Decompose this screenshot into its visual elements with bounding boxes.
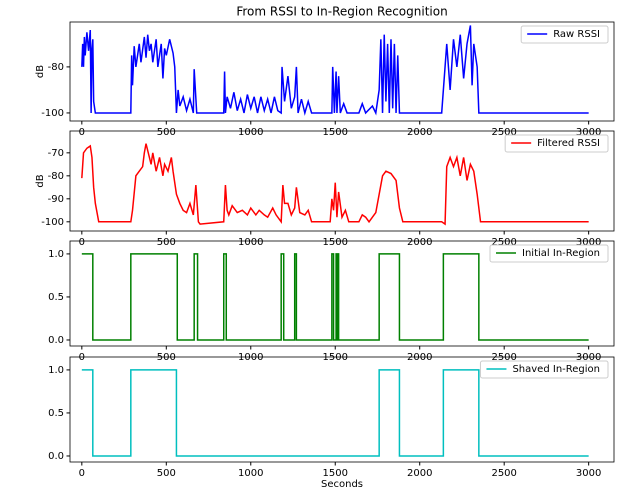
series-line xyxy=(81,25,589,116)
y-tick-label: -70 xyxy=(48,148,64,159)
y-tick-label: -80 xyxy=(48,62,64,73)
x-tick-label: 1500 xyxy=(323,127,348,138)
legend-label: Raw RSSI xyxy=(553,29,600,40)
x-axis-label: Seconds xyxy=(321,479,363,490)
x-tick-label: 0 xyxy=(79,127,85,138)
x-tick-label: 2000 xyxy=(407,127,432,138)
legend-box xyxy=(520,25,609,44)
legend-box xyxy=(504,134,609,153)
y-tick-label: 0.5 xyxy=(48,292,64,303)
x-tick-label: 500 xyxy=(157,468,176,479)
x-tick-label: 2000 xyxy=(407,352,432,363)
x-tick-label: 2000 xyxy=(407,237,432,248)
legend-label: Initial In-Region xyxy=(522,248,600,259)
x-tick-label: 500 xyxy=(157,127,176,138)
y-axis-label: dB xyxy=(35,174,46,187)
x-tick-label: 1500 xyxy=(323,468,348,479)
axes-frame xyxy=(69,130,615,232)
x-tick-label: 3000 xyxy=(576,237,601,248)
x-tick-label: 2500 xyxy=(491,468,516,479)
y-axis-label: dB xyxy=(35,65,46,78)
x-tick-label: 500 xyxy=(157,237,176,248)
y-tick-label: 1.0 xyxy=(48,249,64,260)
y-tick-label: 0.0 xyxy=(48,335,64,346)
x-tick-label: 1000 xyxy=(238,237,263,248)
x-tick-label: 2500 xyxy=(491,237,516,248)
x-tick-label: 0 xyxy=(79,237,85,248)
axes-frame xyxy=(69,21,615,122)
x-tick-label: 0 xyxy=(79,352,85,363)
y-tick-label: -80 xyxy=(48,171,64,182)
series-line xyxy=(81,253,589,341)
x-tick-label: 1000 xyxy=(238,127,263,138)
x-tick-label: 1500 xyxy=(323,237,348,248)
x-tick-label: 2500 xyxy=(491,352,516,363)
y-tick-label: -100 xyxy=(41,217,64,228)
x-tick-label: 3000 xyxy=(576,352,601,363)
legend-box xyxy=(489,244,609,263)
x-tick-label: 1000 xyxy=(238,352,263,363)
y-tick-label: 0.5 xyxy=(48,408,64,419)
axes-frame xyxy=(69,240,615,347)
y-tick-label: 1.0 xyxy=(48,365,64,376)
series-line xyxy=(81,143,589,226)
x-tick-label: 1000 xyxy=(238,468,263,479)
legend-label: Filtered RSSI xyxy=(537,138,600,149)
legend-box xyxy=(479,360,609,379)
chart-title: From RSSI to In-Region Recognition xyxy=(236,5,447,19)
y-tick-label: 0.0 xyxy=(48,451,64,462)
y-tick-label: -100 xyxy=(41,108,64,119)
x-tick-label: 0 xyxy=(79,468,85,479)
legend-label: Shaved In-Region xyxy=(512,364,600,375)
x-tick-label: 2000 xyxy=(407,468,432,479)
x-tick-label: 2500 xyxy=(491,127,516,138)
y-tick-label: -90 xyxy=(48,194,64,205)
x-tick-label: 3000 xyxy=(576,468,601,479)
x-tick-label: 1500 xyxy=(323,352,348,363)
series-line xyxy=(81,369,589,457)
x-tick-label: 3000 xyxy=(576,127,601,138)
x-tick-label: 500 xyxy=(157,352,176,363)
axes-frame xyxy=(69,356,615,463)
